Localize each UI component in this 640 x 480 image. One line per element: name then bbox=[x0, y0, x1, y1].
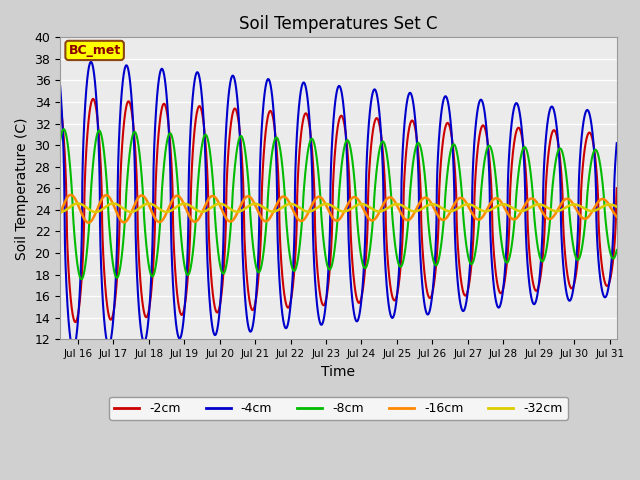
Line: -2cm: -2cm bbox=[60, 99, 617, 322]
-32cm bbox=[390, 202, 398, 207]
-2cm bbox=[269, 115, 277, 120]
-4cm bbox=[69, 346, 77, 352]
-8cm bbox=[419, 153, 426, 159]
-4cm bbox=[157, 66, 165, 72]
Line: -8cm: -8cm bbox=[60, 129, 617, 279]
-8cm bbox=[514, 174, 522, 180]
-16cm bbox=[67, 192, 75, 198]
Title: Soil Temperatures Set C: Soil Temperatures Set C bbox=[239, 15, 438, 33]
-2cm bbox=[72, 319, 79, 325]
Line: -16cm: -16cm bbox=[60, 195, 617, 223]
-2cm bbox=[613, 185, 621, 191]
-8cm bbox=[269, 144, 277, 150]
-16cm bbox=[157, 218, 165, 224]
-16cm bbox=[613, 214, 621, 219]
-8cm bbox=[472, 248, 479, 253]
-4cm bbox=[56, 84, 64, 89]
Line: -4cm: -4cm bbox=[60, 62, 617, 349]
-2cm bbox=[419, 243, 426, 249]
-16cm bbox=[84, 220, 92, 226]
-32cm bbox=[472, 204, 479, 210]
-16cm bbox=[419, 196, 426, 202]
Y-axis label: Soil Temperature (C): Soil Temperature (C) bbox=[15, 117, 29, 260]
-8cm bbox=[60, 126, 68, 132]
-16cm bbox=[472, 216, 479, 221]
-16cm bbox=[269, 209, 277, 215]
-4cm bbox=[390, 312, 398, 317]
-2cm bbox=[390, 298, 398, 303]
-2cm bbox=[514, 125, 522, 131]
-32cm bbox=[514, 208, 522, 214]
-4cm bbox=[419, 283, 426, 288]
-8cm bbox=[77, 276, 85, 282]
Text: BC_met: BC_met bbox=[68, 44, 121, 57]
-32cm bbox=[74, 201, 82, 206]
-8cm bbox=[56, 138, 64, 144]
Line: -32cm: -32cm bbox=[60, 204, 617, 212]
-32cm bbox=[269, 209, 276, 215]
-32cm bbox=[613, 204, 621, 210]
-16cm bbox=[514, 214, 522, 219]
-4cm bbox=[472, 123, 479, 129]
-4cm bbox=[269, 102, 277, 108]
X-axis label: Time: Time bbox=[321, 365, 355, 379]
-4cm bbox=[613, 140, 621, 146]
-32cm bbox=[419, 206, 426, 212]
-2cm bbox=[472, 169, 479, 175]
Legend: -2cm, -4cm, -8cm, -16cm, -32cm: -2cm, -4cm, -8cm, -16cm, -32cm bbox=[109, 397, 568, 420]
-2cm bbox=[89, 96, 97, 102]
-16cm bbox=[390, 198, 398, 204]
-4cm bbox=[87, 59, 95, 65]
-8cm bbox=[157, 195, 165, 201]
-4cm bbox=[514, 103, 522, 108]
-2cm bbox=[157, 107, 165, 113]
-2cm bbox=[56, 100, 64, 106]
-8cm bbox=[390, 234, 398, 240]
-32cm bbox=[56, 209, 64, 215]
-16cm bbox=[56, 210, 64, 216]
-32cm bbox=[157, 207, 165, 213]
-8cm bbox=[613, 247, 621, 253]
